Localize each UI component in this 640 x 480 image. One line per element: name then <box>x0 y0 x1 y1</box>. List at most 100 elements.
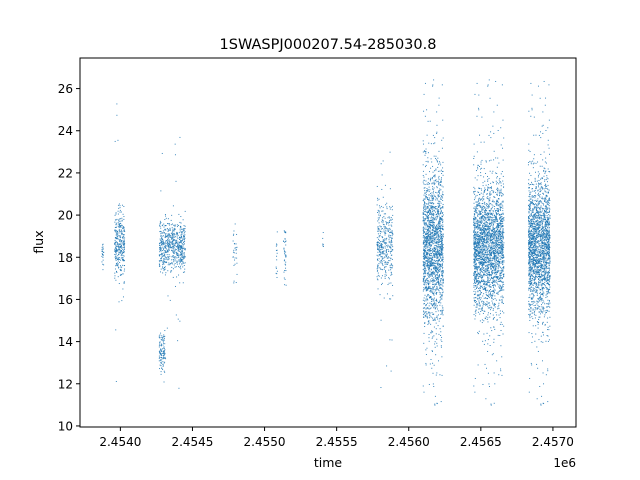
data-point <box>439 241 441 243</box>
data-point <box>430 264 432 266</box>
data-point <box>482 217 484 219</box>
data-point <box>384 226 386 228</box>
data-point <box>184 234 186 236</box>
data-point <box>376 278 378 280</box>
data-point <box>426 134 428 136</box>
data-point <box>490 213 492 215</box>
data-point <box>493 273 495 275</box>
data-point <box>432 284 434 286</box>
data-point <box>492 241 494 243</box>
data-point <box>181 239 183 241</box>
data-point <box>124 237 126 239</box>
data-point <box>427 274 429 276</box>
data-point <box>167 230 169 232</box>
data-point <box>425 211 427 213</box>
data-point <box>433 260 435 262</box>
data-point <box>169 263 171 265</box>
data-point <box>424 82 426 84</box>
data-point <box>424 267 426 269</box>
data-point <box>389 220 391 222</box>
data-point <box>423 218 425 220</box>
data-point <box>496 314 498 316</box>
point-cluster <box>114 103 126 382</box>
data-point <box>427 225 429 227</box>
data-point <box>494 219 496 221</box>
data-point <box>431 192 433 194</box>
data-point <box>115 226 117 228</box>
data-point <box>283 277 285 279</box>
data-point <box>376 237 378 239</box>
data-point <box>426 109 428 111</box>
data-point <box>382 252 384 254</box>
data-point <box>178 266 180 268</box>
data-point <box>439 268 441 270</box>
data-point <box>479 221 481 223</box>
data-point <box>377 227 379 229</box>
data-point <box>388 237 390 239</box>
data-point <box>427 236 429 238</box>
data-point <box>503 260 505 262</box>
data-point <box>486 265 488 267</box>
data-point <box>379 251 381 253</box>
data-point <box>283 247 285 249</box>
data-point <box>433 262 435 264</box>
data-point <box>167 245 169 247</box>
data-point <box>116 246 118 248</box>
data-point <box>383 231 385 233</box>
data-point <box>284 270 286 272</box>
data-point <box>432 273 434 275</box>
data-point <box>427 242 429 244</box>
data-point <box>179 248 181 250</box>
data-point <box>489 226 491 228</box>
data-point <box>117 233 119 235</box>
data-point <box>434 251 436 253</box>
data-point <box>440 241 442 243</box>
data-point <box>433 170 435 172</box>
data-point <box>426 183 428 185</box>
data-point <box>123 218 125 220</box>
data-point <box>438 244 440 246</box>
data-point <box>123 281 125 283</box>
data-point <box>162 240 164 242</box>
data-point <box>380 226 382 228</box>
data-point <box>183 229 185 231</box>
data-point <box>485 264 487 266</box>
data-point <box>381 231 383 233</box>
data-point <box>441 251 443 253</box>
data-point <box>440 227 442 229</box>
data-point <box>390 219 392 221</box>
data-point <box>433 175 435 177</box>
data-point <box>426 347 428 349</box>
data-point <box>475 276 477 278</box>
data-point <box>427 226 429 228</box>
data-point <box>438 203 440 205</box>
data-point <box>439 239 441 241</box>
data-point <box>429 257 431 259</box>
data-point <box>495 230 497 232</box>
data-point <box>163 261 165 263</box>
data-point <box>160 357 162 359</box>
data-point <box>436 289 438 291</box>
data-point <box>161 252 163 254</box>
data-point <box>171 246 173 248</box>
data-point <box>387 248 389 250</box>
data-point <box>167 238 169 240</box>
data-point <box>492 241 494 243</box>
data-point <box>434 206 436 208</box>
data-point <box>484 238 486 240</box>
data-point <box>486 217 488 219</box>
data-point <box>479 293 481 295</box>
data-point <box>481 261 483 263</box>
data-point <box>496 266 498 268</box>
data-point <box>381 221 383 223</box>
data-point <box>488 290 490 292</box>
data-point <box>390 240 392 242</box>
data-point <box>425 173 427 175</box>
data-point <box>115 229 117 231</box>
data-point <box>490 222 492 224</box>
data-point <box>425 228 427 230</box>
data-point <box>427 218 429 220</box>
data-point <box>474 268 476 270</box>
data-point <box>386 245 388 247</box>
data-point <box>376 270 378 272</box>
